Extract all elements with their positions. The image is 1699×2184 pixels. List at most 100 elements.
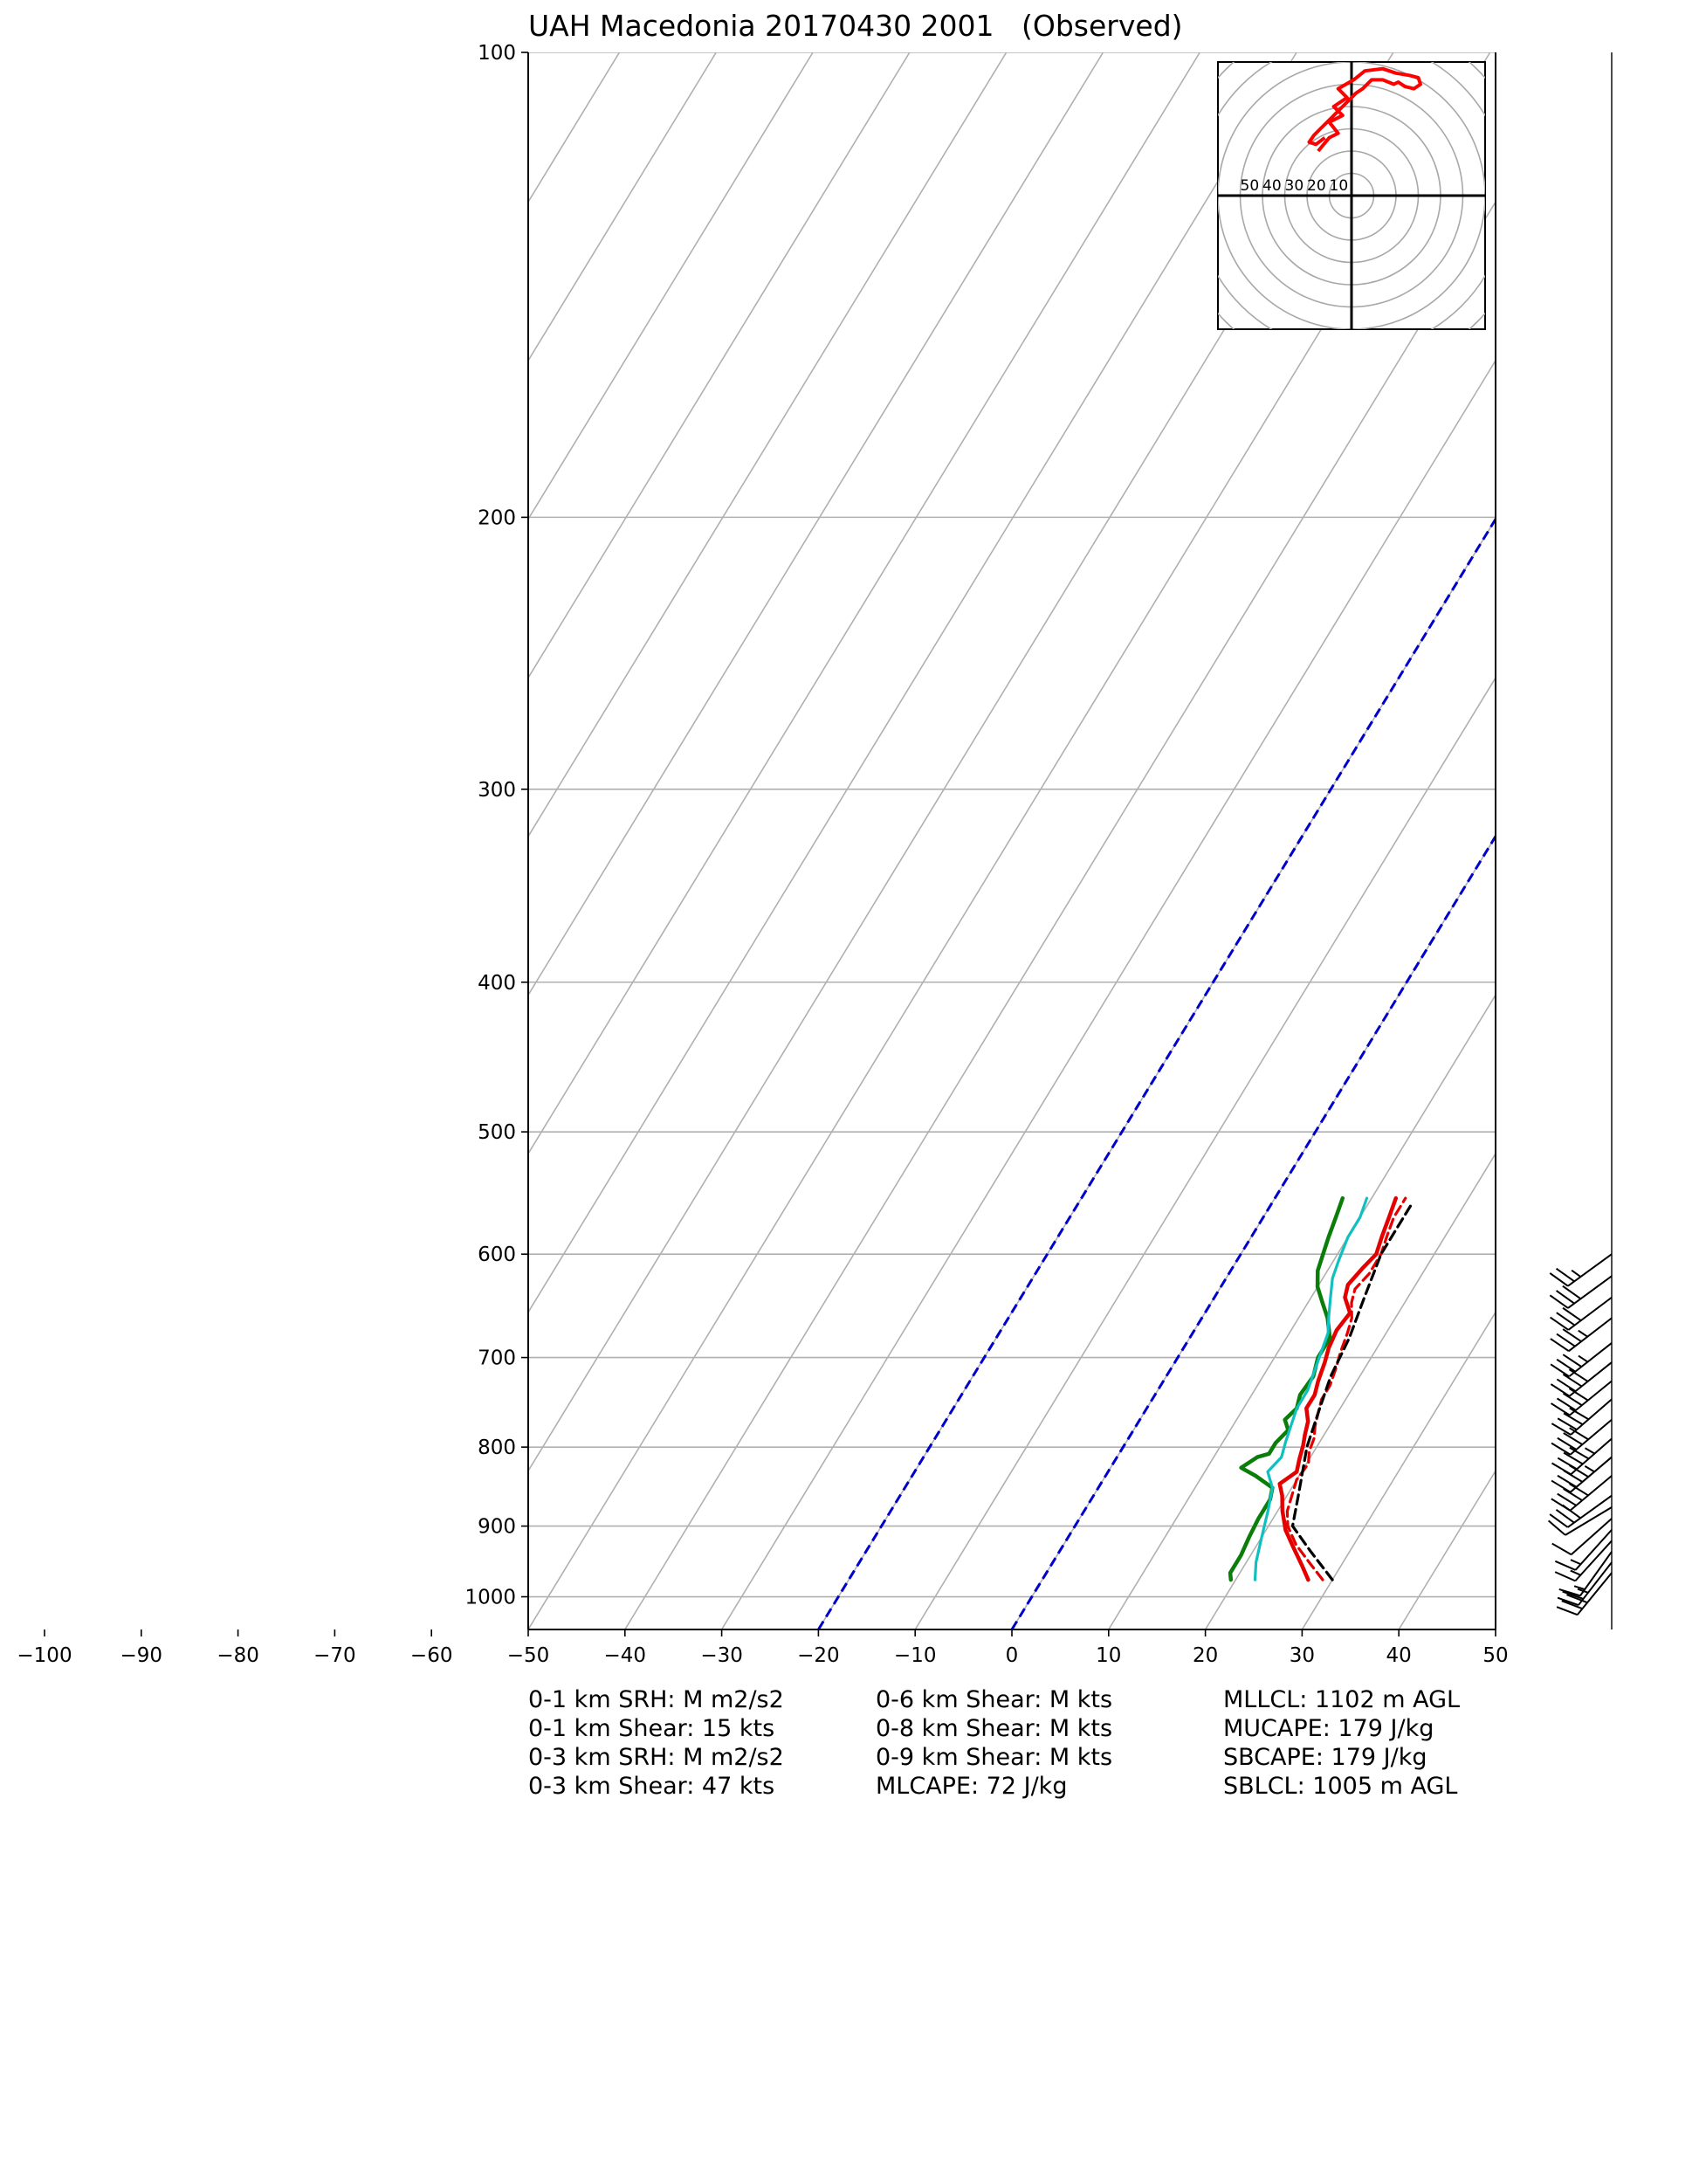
isotherm-grid-line: [0, 52, 523, 1629]
stat-shear-0-9km: 0-9 km Shear: M kts: [876, 1744, 1113, 1771]
stat-mlcape: MLCAPE: 72 J/kg: [876, 1773, 1068, 1800]
wind-barb-staff: [1565, 1506, 1613, 1536]
temperature-tick-label: −90: [120, 1644, 163, 1667]
wind-barb-staff: [1570, 1456, 1613, 1493]
pressure-tick-label: 1000: [464, 1587, 516, 1609]
wind-barb: [1551, 1380, 1613, 1416]
wind-barb: [1550, 1317, 1613, 1353]
wind-barb: [1551, 1437, 1613, 1476]
pressure-tick-label: 900: [478, 1516, 516, 1539]
wind-barb-feather: [1557, 1457, 1578, 1471]
wind-barb-feather: [1562, 1373, 1583, 1388]
isotherm-grid-line: [1301, 1311, 1496, 1629]
wind-barb: [1550, 1361, 1613, 1397]
temperature-tick-label: −70: [313, 1644, 356, 1667]
isotherm-grid-line: [528, 52, 1008, 838]
wind-barb-feather: [1557, 1474, 1578, 1488]
wind-barb-feather: [1562, 1285, 1582, 1300]
wind-barb: [1550, 1342, 1613, 1378]
wind-barb-feather: [1549, 1513, 1569, 1528]
hodograph-trace: [1307, 66, 1422, 153]
chart-series: [1228, 1195, 1414, 1582]
wind-barb-staff: [1569, 1380, 1613, 1416]
wind-barb-feather: [1550, 1316, 1569, 1331]
pressure-tick-label: 500: [478, 1121, 516, 1144]
wind-barb-feather: [1562, 1328, 1582, 1343]
stat-shear-0-8km: 0-8 km Shear: M kts: [876, 1715, 1113, 1742]
wind-barb-feather: [1551, 1498, 1571, 1512]
isotherm-grid-line: [0, 52, 426, 1629]
wind-barb: [1554, 1529, 1613, 1571]
wind-barb-half-feather: [1570, 1569, 1581, 1576]
isotherm-grid-line: [528, 52, 1297, 1314]
parcel-profile-line: [1290, 1202, 1414, 1581]
wind-barb-staff: [1568, 1317, 1613, 1352]
wind-barb: [1549, 1275, 1613, 1309]
temperature-tick-label: 30: [1290, 1644, 1315, 1667]
wind-barb-feather: [1550, 1338, 1570, 1353]
hodograph-ring-label: 10: [1330, 177, 1349, 195]
wind-barb-feather: [1569, 1427, 1589, 1441]
stat-mucape: MUCAPE: 179 J/kg: [1223, 1715, 1434, 1742]
stat-sbcape: SBCAPE: 179 J/kg: [1223, 1744, 1427, 1771]
isotherm-grid-line: [528, 52, 814, 521]
isotherm-grid-line: [528, 52, 911, 679]
hodograph-ring-label: 50: [1241, 177, 1260, 195]
wind-barb-feather: [1556, 1333, 1576, 1347]
pressure-tick-label: 600: [478, 1244, 516, 1266]
wind-barb-feather: [1569, 1407, 1590, 1421]
stat-shear-0-6km: 0-6 km Shear: M kts: [876, 1686, 1113, 1713]
wind-barb: [1551, 1398, 1613, 1436]
wind-barb-feather: [1556, 1397, 1577, 1411]
stat-shear-0-3km: 0-3 km Shear: 47 kts: [528, 1773, 775, 1800]
stat-srh-0-3km: 0-3 km SRH: M m2/s2: [528, 1744, 784, 1771]
hodograph-ring-label: 20: [1307, 177, 1326, 195]
isotherm-grid-line: [1108, 993, 1496, 1629]
wind-barb: [1549, 1253, 1613, 1287]
wind-barb-staff: [1567, 1296, 1613, 1331]
wind-barb-feather: [1550, 1383, 1571, 1397]
hodograph-inset: 50 40 30 20 10: [1217, 61, 1486, 330]
wind-barb: [1556, 1572, 1613, 1616]
pressure-tick-label: 300: [478, 779, 516, 802]
wind-barb-feather: [1556, 1378, 1577, 1392]
wind-barb-staff: [1567, 1253, 1613, 1287]
temperature-tick-label: −20: [797, 1644, 840, 1667]
wind-barb-staff: [1567, 1494, 1613, 1528]
wind-barb-staff: [1570, 1437, 1613, 1476]
wind-barb-staff: [1579, 1551, 1613, 1596]
wind-barb-staff: [1568, 1342, 1613, 1378]
wind-barb-feather: [1551, 1402, 1571, 1416]
wind-barb-half-feather: [1573, 1585, 1586, 1590]
stat-shear-0-1km: 0-1 km Shear: 15 kts: [528, 1715, 775, 1742]
wind-barb-feather: [1551, 1479, 1572, 1493]
stat-srh-0-1km: 0-1 km SRH: M m2/s2: [528, 1686, 784, 1713]
wind-barb-staff: [1570, 1398, 1613, 1436]
stats-column-3: MLLCL: 1102 m AGL MUCAPE: 179 J/kg SBCAP…: [1223, 1685, 1460, 1801]
wind-barb: [1554, 1540, 1613, 1582]
stat-mllcl: MLLCL: 1102 m AGL: [1223, 1686, 1461, 1713]
hodograph-trace-group: [1307, 66, 1422, 153]
stats-column-1: 0-1 km SRH: M m2/s2 0-1 km Shear: 15 kts…: [528, 1685, 784, 1801]
wind-barb-staff: [1574, 1529, 1613, 1571]
wind-barb-feather: [1557, 1596, 1579, 1607]
wind-barb-feather: [1554, 1560, 1576, 1571]
wind-barb-staff: [1576, 1572, 1613, 1616]
isotherm-grid-line: [914, 676, 1496, 1629]
temperature-tick-label: −50: [507, 1644, 550, 1667]
temperature-tick-label: 50: [1482, 1644, 1508, 1667]
wind-barb-feather: [1558, 1588, 1581, 1597]
wind-barb-half-feather: [1578, 1354, 1589, 1363]
wind-barb-feather: [1568, 1368, 1589, 1382]
pressure-tick-label: 800: [478, 1436, 516, 1459]
wind-barb: [1551, 1518, 1613, 1556]
pressure-tick-label: 100: [478, 42, 516, 65]
wind-barb-staff: [1569, 1475, 1613, 1512]
temperature-profile-line: [1277, 1195, 1399, 1582]
wind-barb-feather: [1551, 1462, 1572, 1476]
wind-barb-feather: [1556, 1358, 1576, 1373]
isotherm-grid-line: [528, 52, 717, 362]
chart-title: UAH Macedonia 20170430 2001 (Observed): [528, 9, 1183, 43]
stats-column-2: 0-6 km Shear: M kts 0-8 km Shear: M kts …: [876, 1685, 1112, 1801]
